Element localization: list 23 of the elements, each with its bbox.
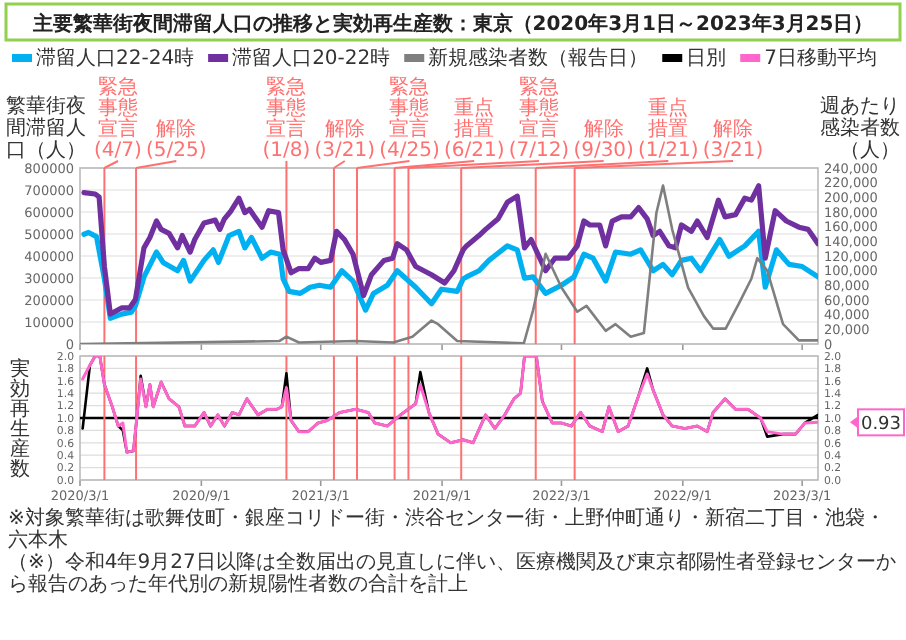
chart-title: 主要繁華街夜間滞留人口の推移と実効再生産数：東京（2020年3月1日～2023年3月25日） — [30, 12, 874, 36]
ref-line-label: 解除(9/30) — [573, 117, 635, 162]
legend-label: 日別 — [686, 48, 727, 70]
ref-line-label: 緊急事態宣言(1/8) — [262, 75, 311, 162]
ref-line-label: 重点措置(6/21) — [443, 96, 505, 162]
legend-label: 新規感染者数（報告日） — [428, 46, 649, 70]
y2-axis-title: 週あたり感染者数（人） — [820, 96, 900, 162]
text: （※）令和4年9月27日以降は全数届出の見直しに伴い、医療機関及び東京都陽性者登録センターから報告のあった年代別の新規陽性者数の合計を計上 — [8, 552, 898, 596]
annotation: 0.93 — [860, 414, 902, 435]
legend-label: 滞留人口22-24時 — [36, 46, 195, 70]
ref-line-label: 解除(5/25) — [146, 117, 207, 162]
text: ※対象繁華街は歌舞伎町・銀座コリドー街・渋谷センター街・上野仲町通り・新宿二丁目・池袋・六本木 — [8, 508, 887, 552]
ref-line-label: 解除(3/21) — [314, 117, 376, 162]
ref-line-label: 重点措置(1/21) — [638, 96, 699, 162]
y-axis-title: 繁華街夜間滞留人口（人） — [6, 94, 86, 162]
ref-line-label: 緊急事態宣言(7/12) — [508, 75, 570, 162]
legend-label: 滞留人口20-22時 — [232, 46, 391, 70]
y-axis-title: 実効再生産数 — [10, 357, 30, 481]
ref-line-label: 緊急事態宣言(4/7) — [94, 75, 143, 162]
ref-line-label: 緊急事態宣言(4/25) — [379, 75, 440, 162]
callout: 0.93 — [850, 408, 905, 437]
legend-label: 7日移動平均 — [764, 46, 877, 70]
ref-line-label: 解除(3/21) — [702, 117, 764, 162]
